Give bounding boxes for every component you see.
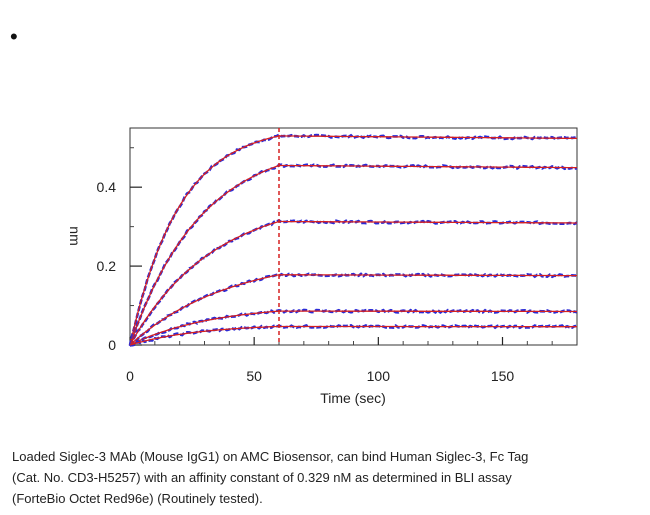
major-ticks	[129, 186, 504, 346]
fit-curve	[129, 325, 577, 346]
x-tick-label: 0	[126, 368, 134, 384]
fit-curve	[129, 310, 577, 346]
bli-sensorgram-chart: 0 50 100 150 0 0.2 0.4 Time (sec) nm	[67, 127, 578, 406]
fit-curve	[129, 164, 577, 346]
y-axis-title: nm	[67, 226, 83, 245]
fit-curve	[129, 274, 577, 346]
minor-ticks	[130, 147, 553, 345]
tick-labels: 0 50 100 150 0 0.2 0.4	[97, 179, 515, 384]
plot-frame	[129, 127, 578, 346]
fit-curve	[129, 135, 577, 346]
x-tick-label: 50	[246, 368, 262, 384]
fit-curve	[129, 220, 577, 346]
y-tick-label: 0	[108, 337, 116, 353]
caption-line-1: Loaded Siglec-3 MAb (Mouse IgG1) on AMC …	[12, 449, 529, 464]
x-tick-label: 150	[491, 368, 515, 384]
bullet-mark: •	[10, 24, 18, 49]
y-tick-label: 0.2	[97, 258, 117, 274]
series-layer	[128, 133, 578, 347]
figure-caption: Loaded Siglec-3 MAb (Mouse IgG1) on AMC …	[12, 446, 640, 509]
x-axis-title: Time (sec)	[320, 390, 386, 406]
caption-line-2: (Cat. No. CD3-H5257) with an affinity co…	[12, 470, 512, 485]
measured-curve	[128, 163, 578, 347]
y-tick-label: 0.4	[97, 179, 117, 195]
x-tick-label: 100	[367, 368, 391, 384]
caption-line-3: (ForteBio Octet Red96e) (Routinely teste…	[12, 491, 263, 506]
